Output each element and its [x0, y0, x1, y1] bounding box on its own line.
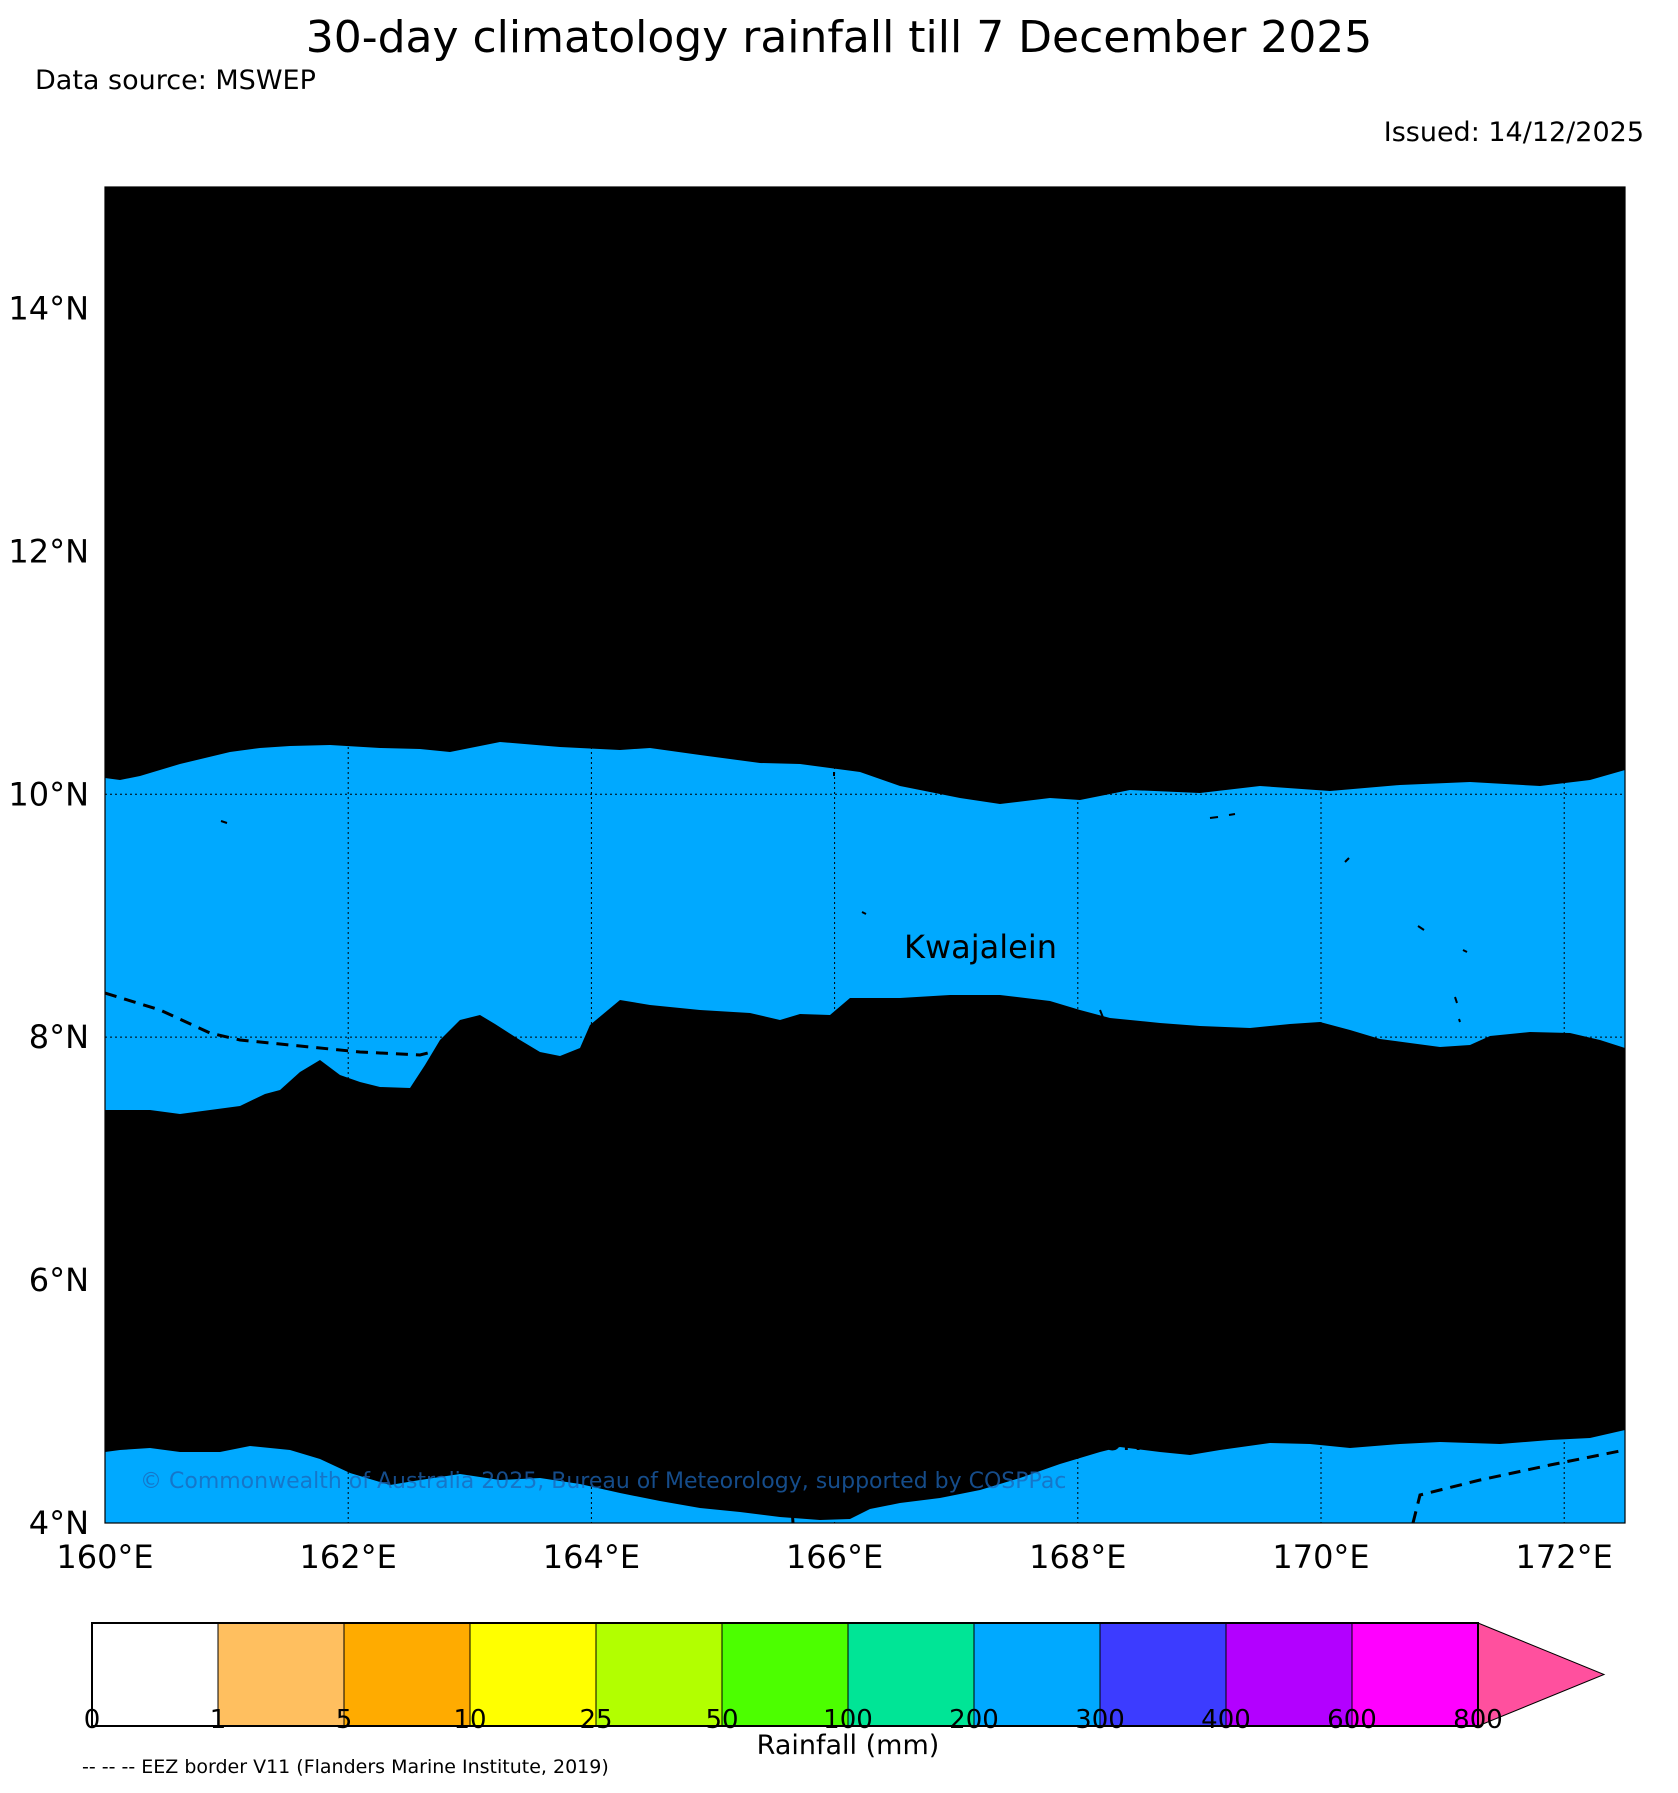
- x-tick-label: 164°E: [543, 1538, 640, 1576]
- colorbar-tick-label: 300: [1075, 1705, 1125, 1735]
- colorbar-title: Rainfall (mm): [757, 1730, 940, 1761]
- atoll-erikub: [1099, 1009, 1105, 1021]
- colorbar: 0 1 5 10 25 50 100 200 300 400 600 800: [84, 1622, 1606, 1735]
- colorbar-tick-label: 800: [1453, 1705, 1503, 1735]
- colorbar-tick-label: 25: [579, 1705, 612, 1735]
- atoll-wotho: [1139, 1080, 1198, 1126]
- atoll-arno: [1527, 1259, 1546, 1278]
- x-tick-label: 162°E: [300, 1538, 397, 1576]
- y-tick-label: 6°N: [29, 1261, 89, 1299]
- x-tick-label: 170°E: [1272, 1538, 1369, 1576]
- atoll-islet: [1134, 1102, 1138, 1108]
- eez-border-west: [105, 991, 795, 1523]
- colorbar-tick-label: 100: [823, 1705, 873, 1735]
- atoll-bikini: [757, 589, 782, 612]
- graticule: [105, 187, 1625, 1523]
- copyright-notice: © Commonwealth of Australia 2025, Bureau…: [140, 1469, 1066, 1494]
- eez-footnote: -- -- -- EEZ border V11 (Flanders Marine…: [82, 1756, 609, 1778]
- y-tick-label: 8°N: [29, 1018, 89, 1056]
- atoll-ebon: [1154, 1434, 1171, 1444]
- rainfall-field: Enewetak BikiniUtirikKwajaleinMajuroEbon …: [105, 187, 1625, 1523]
- atoll-likiep: [1209, 813, 1236, 819]
- atoll-kili: [1087, 1327, 1096, 1335]
- atoll-bikar: [1189, 232, 1201, 241]
- map-frame: [104, 186, 1626, 1524]
- atoll-enewetak: [377, 591, 398, 634]
- place-label-utirik: Utirik: [1254, 655, 1340, 693]
- x-axis: 160°E 162°E 164°E 166°E 168°E 170°E 172°E: [56, 1538, 1612, 1576]
- atoll-nauru-like: [454, 1355, 475, 1372]
- colorbar-swatch: [1351, 1622, 1479, 1727]
- y-tick-label: 14°N: [8, 289, 89, 327]
- colorbar-tick-label: 5: [336, 1705, 353, 1735]
- rainfall-band-50-100: [105, 187, 1625, 334]
- place-label-majuro: Majuro: [1364, 1141, 1472, 1179]
- colorbar-swatch: [217, 1622, 345, 1727]
- eez-borders: [105, 187, 1625, 1523]
- colorbar-tick-label: 1: [210, 1705, 227, 1735]
- x-tick-label: 160°E: [56, 1538, 153, 1576]
- colorbar-tick-label: 50: [705, 1705, 738, 1735]
- colorbar-tick-label: 400: [1201, 1705, 1251, 1735]
- atoll-wotje: [1344, 857, 1350, 863]
- atoll-kwajalein: [1039, 947, 1044, 951]
- eez-border-north: [105, 187, 691, 278]
- y-tick-label: 10°N: [8, 775, 89, 813]
- place-label-kwajalein: Kwajalein: [904, 928, 1057, 966]
- atoll-namu: [1096, 1061, 1106, 1069]
- eez-border-east: [1615, 194, 1622, 226]
- x-tick-label: 166°E: [786, 1538, 883, 1576]
- place-label-ebon: Ebon: [1062, 1420, 1142, 1458]
- y-tick-label: 4°N: [29, 1504, 89, 1542]
- rainfall-band-100-200: [105, 187, 1625, 804]
- atoll-aur: [1422, 756, 1428, 760]
- colorbar-tick-label: 200: [949, 1705, 999, 1735]
- place-label-enewetak: Enewetak: [185, 619, 342, 657]
- atoll-rongelap: [933, 653, 945, 657]
- colorbar-outline: [91, 1622, 1479, 1727]
- x-tick-label: 172°E: [1516, 1538, 1613, 1576]
- atoll-ujae: [990, 1078, 1014, 1183]
- place-labels: Enewetak Bikini Utirik Kwajalein Majuro Ebon: [185, 606, 1473, 1458]
- rainfall-band-300-400: [105, 995, 1625, 1520]
- atolls: [187, 232, 1552, 1444]
- colorbar-swatch: [721, 1622, 849, 1727]
- data-source: Data source: MSWEP: [35, 65, 316, 96]
- issued-date: Issued: 14/12/2025: [1383, 117, 1644, 148]
- atoll-mejit: [1259, 781, 1264, 786]
- colorbar-tick-label: 600: [1327, 1705, 1377, 1735]
- colorbar-swatch: [1225, 1622, 1353, 1727]
- atoll-ujelang: [220, 820, 228, 824]
- colorbar-swatch: [91, 1622, 219, 1727]
- colorbar-tick-label: 10: [453, 1705, 486, 1735]
- y-axis: 4°N 6°N 8°N 10°N 12°N 14°N: [8, 289, 89, 1542]
- atoll-maloelap: [1417, 925, 1468, 1023]
- atoll-majuro: [1444, 1127, 1552, 1166]
- atoll-utirik: [1297, 642, 1306, 646]
- atoll-namorik: [187, 1252, 192, 1257]
- colorbar-swatch: [595, 1622, 723, 1727]
- map-title: 30-day climatology rainfall till 7 Decem…: [305, 12, 1373, 63]
- y-tick-label: 12°N: [8, 532, 89, 570]
- atoll-lae: [861, 911, 867, 915]
- colorbar-swatch: [343, 1622, 471, 1727]
- atoll-jaluit: [1249, 1287, 1277, 1307]
- colorbar-swatch: [1099, 1622, 1227, 1727]
- eez-border-southeast: [1411, 1448, 1625, 1523]
- colorbar-tick-label: 0: [84, 1705, 101, 1735]
- x-tick-label: 168°E: [1029, 1538, 1126, 1576]
- place-label-bikini: Bikini: [681, 606, 768, 644]
- colorbar-swatch: [469, 1622, 597, 1727]
